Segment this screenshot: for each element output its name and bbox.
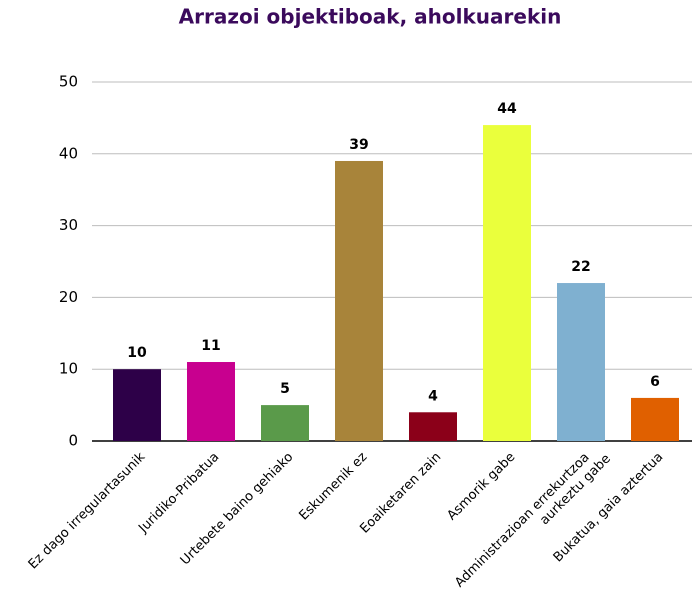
y-tick-label: 40 [59, 144, 78, 162]
data-label: 11 [201, 338, 220, 354]
y-tick-label: 50 [59, 73, 78, 91]
chart-title: Arrazoi objektiboak, aholkuarekin [179, 5, 562, 29]
y-tick-label: 0 [68, 432, 78, 450]
data-label: 22 [571, 259, 590, 275]
data-label: 4 [428, 388, 438, 404]
y-tick-label: 30 [59, 216, 78, 234]
data-label: 10 [127, 345, 147, 361]
data-label: 44 [497, 101, 517, 117]
bar [557, 283, 605, 441]
x-tick-label: Eoaiketaren zain [357, 450, 444, 537]
data-label: 6 [650, 374, 660, 390]
y-tick-label: 10 [59, 360, 78, 378]
bar [409, 412, 457, 441]
x-tick-label: Ez dago irregulartasunik [26, 449, 149, 572]
bar [335, 160, 383, 442]
x-tick-label: Eskumenik ez [297, 450, 371, 524]
x-tick-label: Asmorik gabe [444, 450, 518, 524]
data-label: 39 [349, 137, 368, 153]
bar [261, 405, 309, 441]
y-tick-label: 20 [59, 288, 78, 306]
bar [483, 125, 531, 441]
bar [631, 397, 679, 441]
bar [113, 369, 161, 441]
data-label: 5 [280, 381, 290, 397]
x-tick-label: Juridiko-Pribatua [135, 450, 222, 537]
bar [187, 362, 235, 441]
